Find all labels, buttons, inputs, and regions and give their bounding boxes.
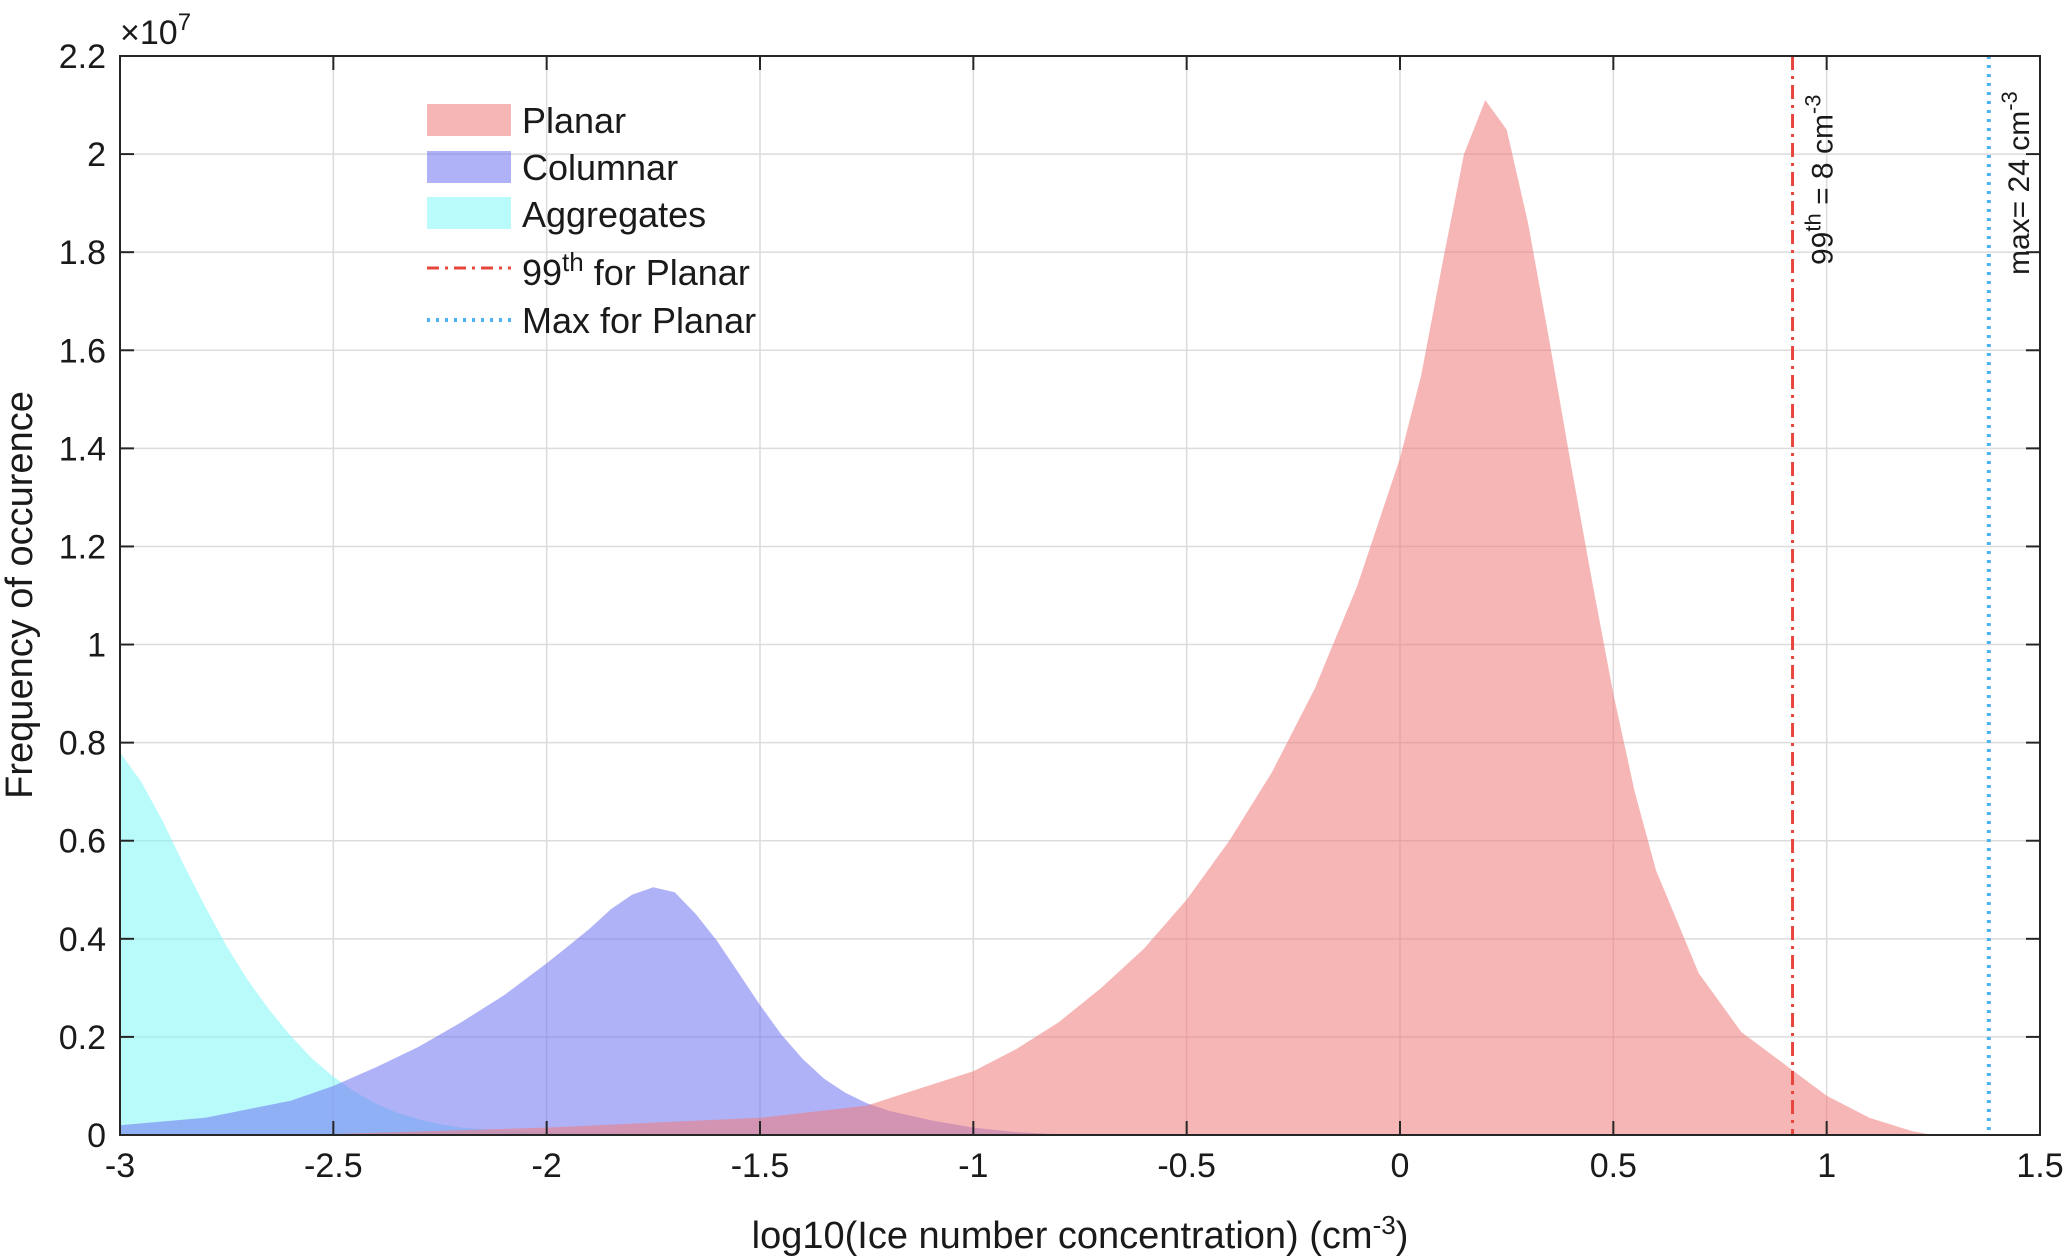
- y-tick-label: 1.2: [59, 528, 106, 566]
- y-tick-label: 0.4: [59, 921, 106, 959]
- legend-label-max: Max for Planar: [522, 300, 756, 341]
- y-tick-label: 1.8: [59, 234, 106, 272]
- y-tick-label: 0: [87, 1117, 106, 1155]
- axes-box: [119, 55, 2041, 1136]
- x-tick-label: -0.5: [1157, 1147, 1216, 1185]
- legend-label-99th: 99th for Planar: [522, 247, 750, 293]
- annotation-99th: 99th = 8 cm-3: [1801, 95, 1840, 266]
- y-tick-label: 2: [87, 136, 106, 174]
- y-tick-label: 1.6: [59, 332, 106, 370]
- x-tick-label: -1.5: [731, 1147, 790, 1185]
- series-area-columnar: [120, 887, 1080, 1135]
- annotation-max: max= 24 cm-3: [1997, 91, 2036, 275]
- plot-area: [120, 100, 1934, 1135]
- x-tick-label: 1.5: [2016, 1147, 2063, 1185]
- y-tick-label: 1: [87, 627, 106, 665]
- x-tick-label: 0.5: [1590, 1147, 1637, 1185]
- y-tick-label: 2.2: [59, 38, 106, 76]
- legend: Planar Columnar Aggregates 99th for Plan…: [427, 100, 756, 341]
- series-area-planar: [333, 100, 1934, 1135]
- legend-label-columnar: Columnar: [522, 147, 678, 188]
- legend-swatch-columnar: [427, 151, 511, 183]
- y-tick-label: 1.4: [59, 430, 106, 468]
- x-tick-label: -2: [532, 1147, 562, 1185]
- y-tick-label: 0.2: [59, 1019, 106, 1057]
- legend-swatch-planar: [427, 104, 511, 136]
- x-tick-label: -2.5: [304, 1147, 363, 1185]
- x-tick-label: -1: [958, 1147, 988, 1185]
- reference-lines: [1791, 56, 1991, 1135]
- x-tick-label: 1: [1817, 1147, 1836, 1185]
- x-tick-label: 0: [1391, 1147, 1410, 1185]
- y-ticks: 0 0.2 0.4 0.6 0.8 1 1.2 1.4 1.6 1.8 2 2.2: [59, 38, 2040, 1155]
- legend-label-planar: Planar: [522, 100, 626, 141]
- y-exponent-label: ×107: [120, 9, 191, 52]
- y-tick-label: 0.8: [59, 725, 106, 763]
- y-tick-label: 0.6: [59, 823, 106, 861]
- y-axis-title: Frequency of occurence: [0, 391, 41, 799]
- x-tick-label: -3: [105, 1147, 135, 1185]
- x-axis-title: log10(Ice number concentration) (cm-3): [752, 1210, 1409, 1257]
- series-area-aggregates: [120, 752, 974, 1135]
- legend-swatch-aggregates: [427, 197, 511, 229]
- x-ticks: -3 -2.5 -2 -1.5 -1 -0.5 0 0.5 1 1.5: [105, 56, 2064, 1185]
- legend-label-aggregates: Aggregates: [522, 194, 706, 235]
